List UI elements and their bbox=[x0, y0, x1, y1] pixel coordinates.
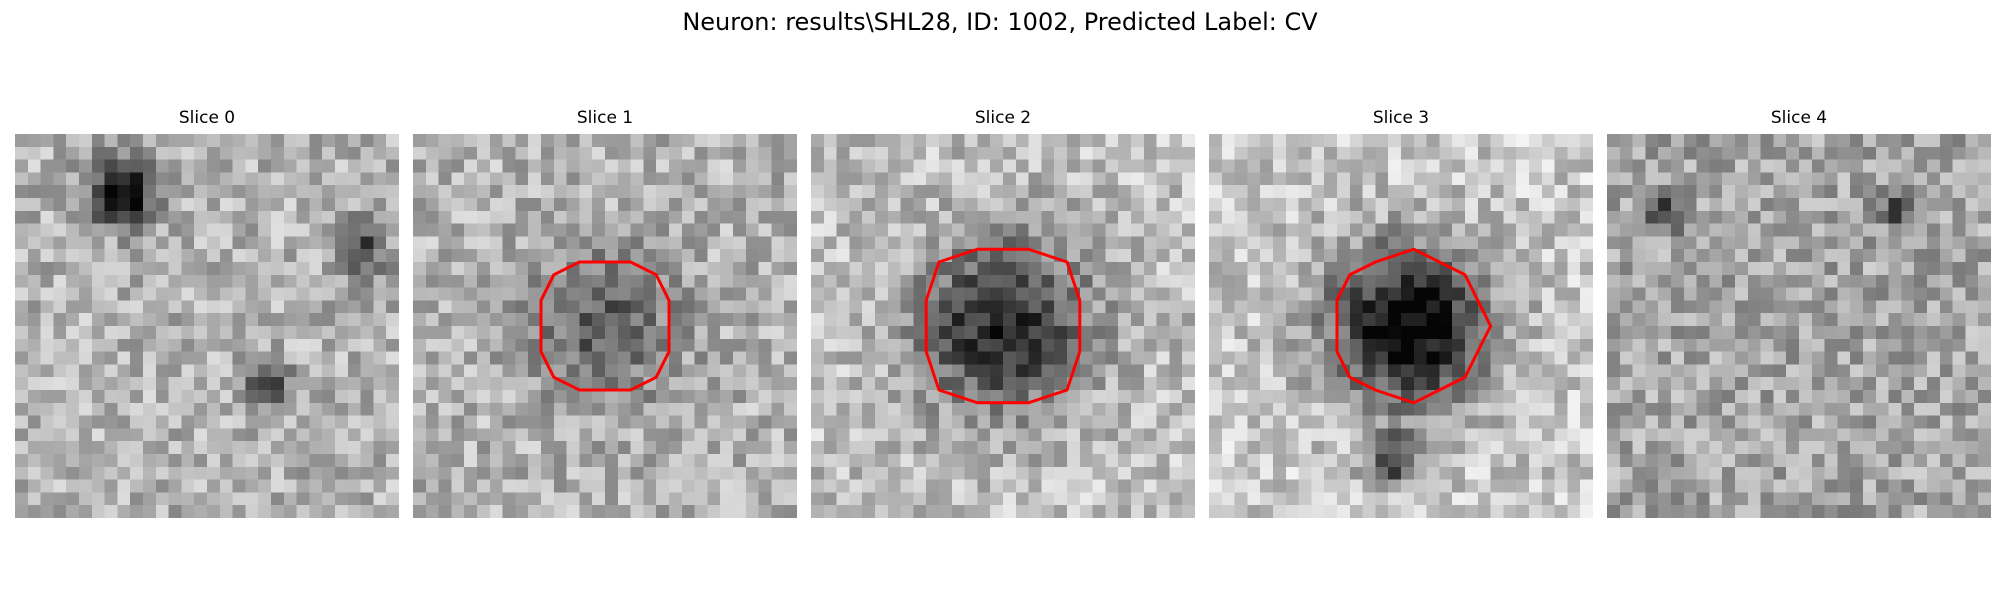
contour-overlay bbox=[1607, 134, 1991, 518]
slice-label: Slice 0 bbox=[178, 108, 236, 128]
figure-title: Neuron: results\SHL28, ID: 1002, Predict… bbox=[682, 8, 1318, 36]
slice-image bbox=[1209, 134, 1593, 518]
slice-label: Slice 2 bbox=[974, 108, 1032, 128]
roi-contour bbox=[539, 260, 671, 392]
slice-image bbox=[1607, 134, 1991, 518]
slice-label: Slice 1 bbox=[576, 108, 634, 128]
contour-overlay bbox=[1335, 247, 1493, 405]
roi-contour bbox=[1335, 247, 1493, 405]
contour-overlay bbox=[924, 247, 1082, 405]
contour-overlay bbox=[15, 134, 399, 518]
slice-image bbox=[413, 134, 797, 518]
slice-label: Slice 4 bbox=[1770, 108, 1828, 128]
slice-image bbox=[811, 134, 1195, 518]
slice-image bbox=[15, 134, 399, 518]
slice-label: Slice 3 bbox=[1372, 108, 1430, 128]
contour-overlay bbox=[539, 260, 671, 392]
roi-contour bbox=[924, 247, 1082, 405]
